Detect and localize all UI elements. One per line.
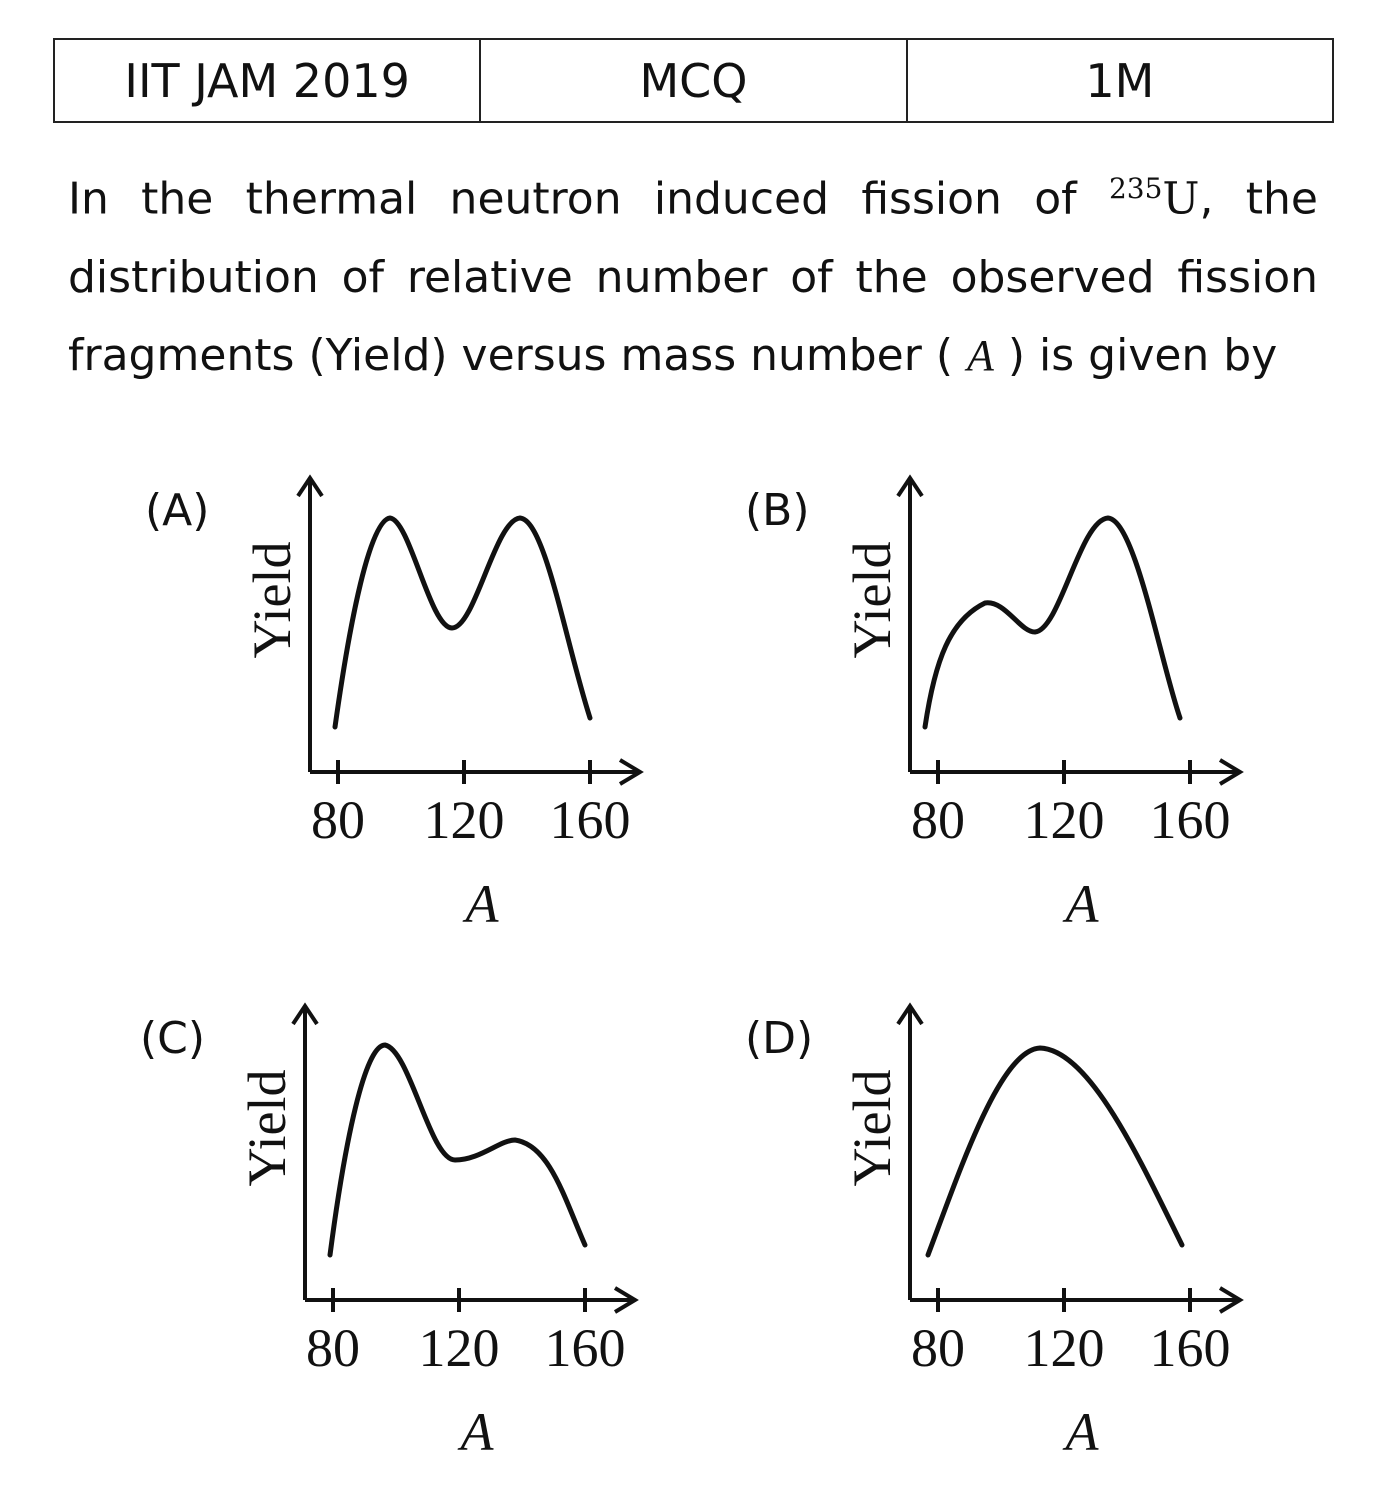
isotope-mass: 235 [1108, 172, 1163, 205]
option-chart: (C) 80 120 160 A Yield [140, 1002, 639, 1462]
yield-curve [327, 1042, 588, 1258]
yield-curve [925, 1045, 1185, 1258]
x-tick-label: 80 [311, 790, 365, 850]
axis-arrow [896, 474, 924, 498]
x-tick-label: 80 [911, 790, 965, 850]
question-text: In the thermal neutron induced fission o… [68, 173, 1077, 225]
x-tick-label: 120 [424, 790, 505, 850]
axis-arrow [896, 1002, 924, 1026]
x-tick-label: 80 [911, 1318, 965, 1378]
header-cell: 1M [1085, 53, 1155, 108]
question-text: , the distribution of relative number of… [68, 173, 1318, 381]
option-label: (B) [745, 485, 810, 536]
option-chart: (D) 80 120 160 A Yield [745, 1002, 1244, 1462]
x-tick-label: 120 [1024, 1318, 1105, 1378]
header-cell: MCQ [481, 40, 908, 121]
axis-arrow [1218, 1286, 1244, 1314]
axis-arrow [618, 758, 644, 786]
variable: A [966, 330, 994, 380]
x-axis-label: A [1063, 874, 1100, 934]
option-chart: (A) 80 120 160 A Yield [145, 474, 644, 934]
option-label: (D) [745, 1013, 813, 1064]
x-tick-label: 80 [306, 1318, 360, 1378]
axis-arrow [613, 1286, 639, 1314]
x-tick-label: 120 [1024, 790, 1105, 850]
x-axis-label: A [463, 874, 500, 934]
header-cell: IIT JAM 2019 [55, 40, 482, 121]
x-tick-label: 160 [550, 790, 631, 850]
axis-arrow [1218, 758, 1244, 786]
axis-arrow [291, 1002, 319, 1026]
y-axis-label: Yield [242, 542, 302, 659]
x-tick-label: 120 [419, 1318, 500, 1378]
question: In the thermal neutron induced fission o… [68, 150, 1318, 395]
yield-curve [922, 515, 1183, 730]
x-tick-label: 160 [1150, 1318, 1231, 1378]
question-text: ) is given by [1007, 329, 1278, 381]
x-tick-label: 160 [1150, 790, 1231, 850]
x-axis-label: A [458, 1402, 495, 1462]
x-axis-label: A [1063, 1402, 1100, 1462]
y-axis-label: Yield [842, 1070, 902, 1187]
yield-curve [332, 515, 593, 730]
option-chart: (B) 80 120 160 A Yield [745, 474, 1244, 934]
isotope-symbol: U [1162, 173, 1200, 225]
axis-arrow [296, 474, 324, 498]
x-tick-label: 160 [545, 1318, 626, 1378]
option-label: (C) [140, 1013, 205, 1064]
y-axis-label: Yield [237, 1070, 297, 1187]
y-axis-label: Yield [842, 542, 902, 659]
header-table: IIT JAM 2019 MCQ 1M [53, 38, 1334, 123]
option-label: (A) [145, 485, 209, 536]
